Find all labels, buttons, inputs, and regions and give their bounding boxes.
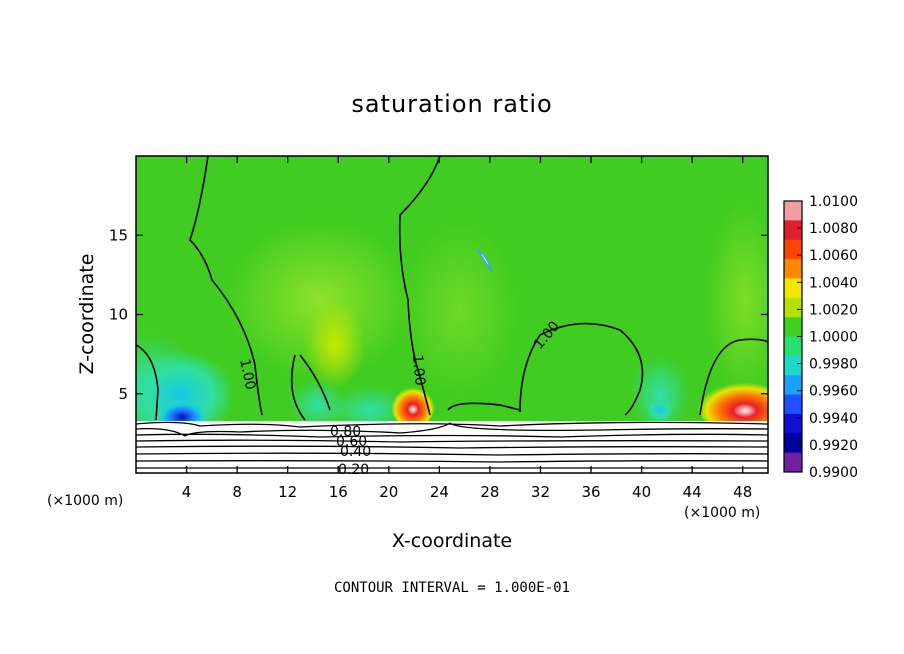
x-tick-label: 36 [581, 483, 600, 501]
colorbar-swatch [784, 375, 802, 396]
colorbar-label: 1.0020 [809, 302, 858, 318]
x-unit-right: (×1000 m) [684, 505, 760, 521]
colorbar-swatch [784, 433, 802, 454]
x-axis-label: X-coordinate [392, 530, 512, 552]
heatmap-field [136, 156, 768, 473]
contour-label: 0.20 [338, 462, 369, 478]
colorbar-label: 0.9940 [809, 411, 858, 427]
y-axis-label: Z-coordinate [76, 254, 98, 375]
chart-title: saturation ratio [351, 90, 552, 118]
colorbar-label: 1.0100 [809, 194, 858, 210]
colorbar-swatch [784, 201, 802, 221]
contour-label: 0.80 [330, 424, 361, 440]
contour-label: 1.00 [236, 358, 258, 392]
colorbar-swatch [784, 317, 802, 337]
contour-lines-upper [136, 156, 768, 421]
contour-label: 1.00 [409, 354, 428, 386]
colorbar-swatch [784, 355, 802, 376]
x-unit-left: (×1000 m) [47, 493, 123, 509]
colorbar-swatch [784, 413, 802, 434]
colorbar-swatch [784, 239, 802, 260]
x-tick-label: 8 [232, 483, 242, 501]
y-axis-ticks: 5 10 15 [109, 226, 768, 403]
colorbar-swatch [784, 297, 802, 318]
colorbar-label: 0.9960 [809, 384, 858, 400]
contour-interval-note: CONTOUR INTERVAL = 1.000E-01 [334, 580, 570, 596]
y-tick-label: 15 [109, 226, 128, 244]
x-tick-label: 32 [531, 483, 550, 501]
colorbar-label: 0.9900 [809, 465, 858, 481]
colorbar-swatch [784, 220, 802, 241]
contour-lines-lower [136, 421, 768, 469]
colorbar-label: 0.9920 [809, 438, 858, 454]
x-tick-label: 44 [683, 483, 702, 501]
colorbar: 1.0100 1.0080 1.0060 1.0040 1.0020 1.0000 0.99… [783, 194, 858, 481]
x-tick-label: 24 [430, 483, 449, 501]
y-tick-label: 5 [118, 385, 128, 403]
x-axis-ticks: 4 8 12 16 20 24 28 32 36 40 44 48 [182, 156, 752, 501]
colorbar-swatch [784, 336, 802, 357]
contour-label: 0.40 [340, 444, 371, 460]
x-tick-label: 12 [278, 483, 297, 501]
colorbar-label: 0.9980 [809, 357, 858, 373]
x-tick-label: 48 [733, 483, 752, 501]
contour-label: 0.60 [336, 434, 367, 450]
colorbar-label: 1.0040 [809, 275, 858, 291]
colorbar-swatch [784, 394, 802, 415]
colorbar-label: 1.0060 [809, 248, 858, 264]
colorbar-swatch [784, 452, 802, 473]
colorbar-label: 1.0080 [809, 221, 858, 237]
x-tick-label: 40 [632, 483, 651, 501]
colorbar-swatch [784, 278, 802, 299]
x-tick-label: 16 [329, 483, 348, 501]
x-tick-label: 20 [379, 483, 398, 501]
y-tick-label: 10 [109, 306, 128, 324]
colorbar-label: 1.0000 [809, 330, 858, 346]
x-tick-label: 4 [182, 483, 192, 501]
colorbar-swatch [784, 259, 802, 279]
x-tick-label: 28 [480, 483, 499, 501]
